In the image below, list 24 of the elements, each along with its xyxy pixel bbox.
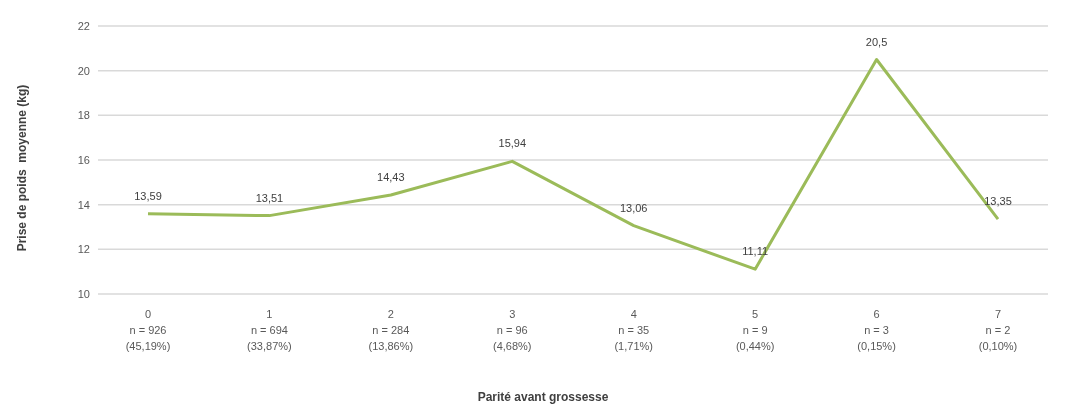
y-tick-label: 16 <box>77 153 90 166</box>
x-axis-title: Parité avant grossesse <box>476 390 610 404</box>
y-axis-title: Prise de poids moyenne (kg) <box>15 84 29 252</box>
data-label: 13,06 <box>619 201 648 214</box>
x-tick-label: 4 n = 35 (1,71%) <box>614 308 653 352</box>
y-tick-label: 14 <box>77 198 90 211</box>
y-tick-label: 22 <box>77 19 90 32</box>
x-tick-label: 3 n = 96 (4,68%) <box>493 308 532 352</box>
x-tick-label: 7 n = 2 (0,10%) <box>978 308 1018 352</box>
data-label: 15,94 <box>498 137 527 150</box>
x-tick-label: 1 n = 694 (33,87%) <box>247 308 292 352</box>
data-label: 20,5 <box>865 35 888 48</box>
y-tick-label: 18 <box>77 109 90 122</box>
x-tick-label: 2 n = 284 (13,86%) <box>368 308 414 352</box>
data-label: 13,51 <box>255 191 284 204</box>
data-label: 14,43 <box>377 171 405 184</box>
y-tick-label: 12 <box>77 243 90 256</box>
x-tick-label: 6 n = 3 (0,15%) <box>857 308 896 352</box>
data-label: 13,35 <box>984 195 1012 208</box>
x-tick-label: 0 n = 926 (45,19%) <box>125 308 171 352</box>
y-tick-label: 20 <box>77 64 90 77</box>
data-label: 13,59 <box>134 189 162 202</box>
x-tick-label: 5 n = 9 (0,44%) <box>735 308 775 352</box>
y-tick-label: 10 <box>77 287 90 300</box>
